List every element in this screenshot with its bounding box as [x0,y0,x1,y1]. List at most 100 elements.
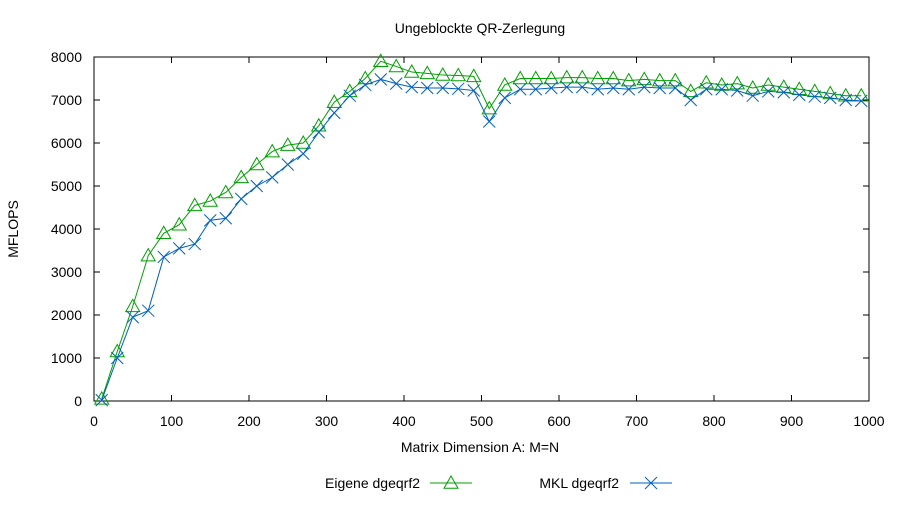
data-point [141,304,155,318]
x-tick-label: 600 [547,413,571,429]
data-point [465,68,482,83]
data-point [389,77,403,91]
legend-marker-cross [644,476,658,490]
data-point [498,91,512,105]
data-point [560,80,574,94]
x-tick-label: 200 [237,413,261,429]
data-point [467,84,481,97]
data-point [248,156,265,171]
data-point [388,58,405,73]
data-point [450,67,467,82]
data-point [558,69,575,84]
y-tick-label: 5000 [51,178,82,194]
series-line [101,78,862,401]
data-point [326,94,343,108]
data-point [746,89,760,103]
data-point [434,67,451,81]
y-tick-label: 7000 [51,92,82,108]
data-point [837,87,854,102]
data-point [698,74,715,89]
data-point [327,106,341,120]
data-point [575,80,589,94]
y-tick-label: 1000 [51,350,82,366]
data-point [715,82,729,96]
x-tick-label: 1000 [853,413,884,429]
y-axis: 0 1000 2000 3000 4000 5000 6000 7000 8000 [51,49,869,409]
y-tick-label: 4000 [51,221,82,237]
plot-frame [93,56,870,402]
series-layer [93,53,870,407]
y-tick-label: 8000 [51,49,82,65]
data-point [420,81,434,95]
data-point [684,93,698,107]
data-point [202,193,219,207]
data-point [591,82,605,96]
data-point [310,117,327,132]
data-point [823,91,837,105]
data-point [312,125,326,139]
data-point [341,83,358,98]
data-point [233,169,250,184]
data-point [279,137,296,151]
data-point [140,247,157,262]
data-point [839,93,853,107]
data-point [853,87,870,102]
data-point [730,84,744,97]
data-point [405,80,419,94]
data-point [808,90,822,103]
data-point [171,216,188,231]
data-point [792,88,806,102]
data-point [544,81,558,95]
data-point [482,115,496,128]
data-point [620,72,637,87]
y-axis-label: MFLOPS [5,200,21,258]
data-point [203,214,217,227]
legend-label-mkl: MKL dgeqrf2 [539,475,619,491]
data-point [264,143,281,158]
data-point [110,351,124,365]
data-point [436,81,450,95]
data-point [744,79,761,94]
data-point [822,85,839,100]
data-point [357,70,374,85]
series-1 [95,73,868,407]
data-point [651,72,668,87]
data-point [124,298,141,313]
data-point [234,192,248,206]
data-point [188,237,202,251]
data-point [281,158,295,171]
legend-label-eigene: Eigene dgeqrf2 [325,475,420,491]
data-point [729,75,746,90]
data-point [606,81,620,95]
data-point [777,85,791,99]
data-point [529,82,543,96]
data-point [95,393,109,407]
data-point [403,64,420,78]
data-point [589,70,606,85]
x-tick-label: 800 [702,413,726,429]
y-tick-label: 2000 [51,307,82,323]
x-tick-label: 300 [315,413,339,429]
data-point [713,76,730,91]
data-point [451,82,465,96]
data-point [186,197,203,212]
data-point [419,65,436,80]
data-point [496,76,513,91]
data-point [481,100,498,115]
data-point [265,171,279,184]
data-point [667,72,684,87]
data-point [605,70,622,85]
data-point [343,89,357,103]
x-tick-label: 500 [470,413,494,429]
x-tick-label: 700 [625,413,649,429]
data-point [636,71,653,86]
data-point [668,81,682,95]
data-point [761,85,775,98]
y-tick-label: 0 [74,393,82,409]
data-point [374,73,388,86]
x-tick-label: 100 [160,413,184,429]
data-point [172,241,186,255]
series-0 [93,53,870,405]
